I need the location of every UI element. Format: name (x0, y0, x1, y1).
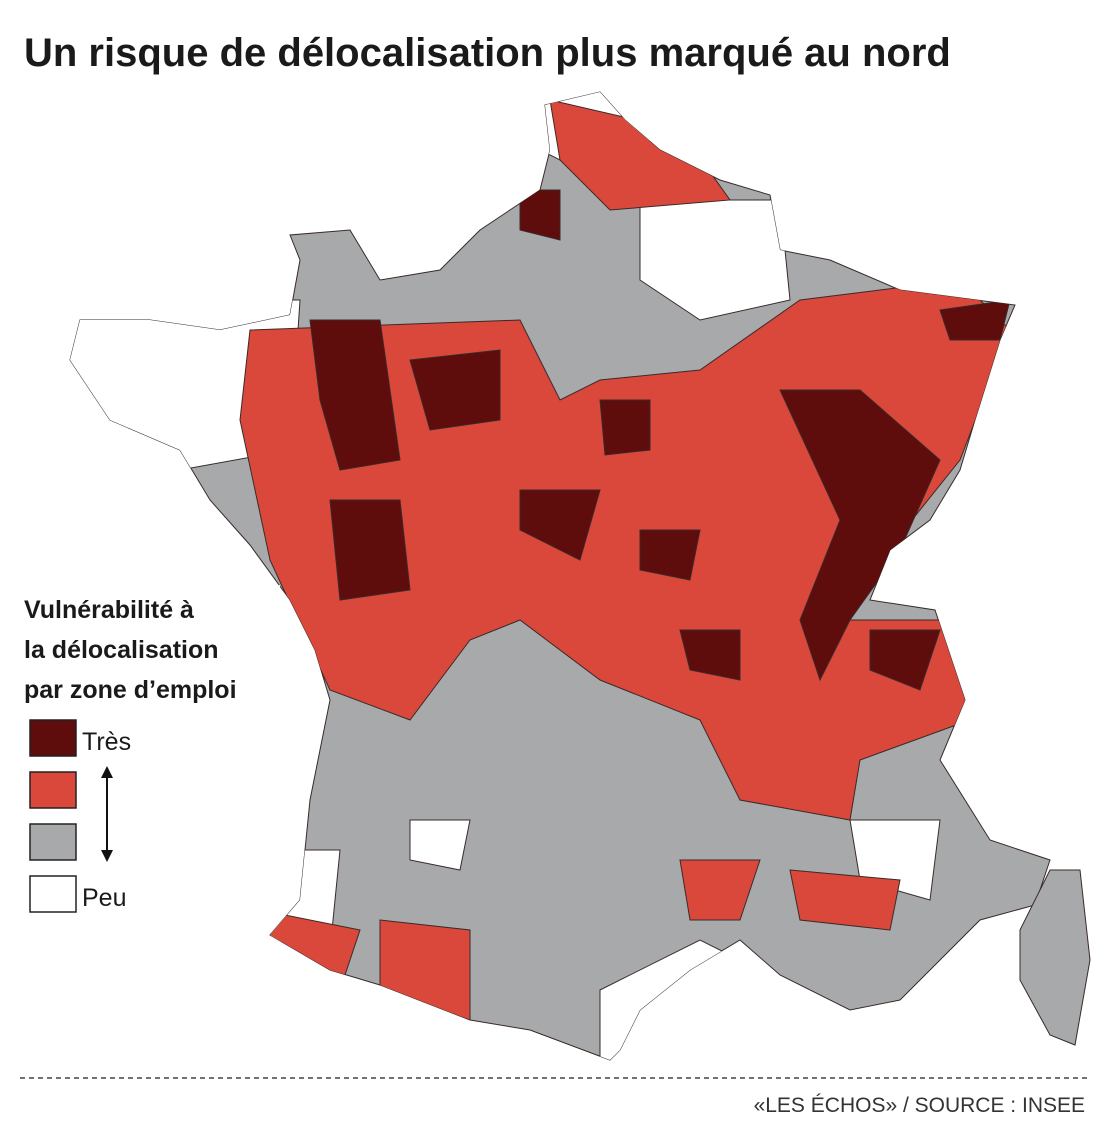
zone (329, 499, 411, 601)
zone (519, 189, 561, 241)
zone (679, 629, 741, 681)
legend-swatch (29, 875, 77, 913)
source: «LES ÉCHOS» / SOURCE : INSEE (754, 1094, 1085, 1117)
legend-title: la délocalisation (24, 636, 219, 664)
zone (409, 819, 471, 871)
zone (309, 319, 401, 471)
zone (599, 399, 651, 456)
zone (789, 869, 901, 931)
legend-title: par zone d’emploi (24, 676, 237, 704)
legend-swatch (29, 823, 77, 861)
legend-swatch (29, 719, 77, 757)
map (69, 91, 1091, 1061)
zone (519, 489, 601, 561)
zone (869, 629, 941, 691)
legend-label: Peu (82, 884, 126, 912)
legend: Vulnérabilité à la délocalisation par zone… (20, 585, 280, 915)
zone (779, 389, 941, 682)
zone (409, 349, 501, 431)
zone (639, 199, 791, 321)
zone (679, 859, 761, 921)
legend-label: Très (82, 728, 131, 756)
zone (939, 299, 1011, 341)
legend-title: Vulnérabilité à (24, 596, 194, 624)
zone (379, 919, 471, 1021)
legend-swatch (29, 771, 77, 809)
corsica (1019, 869, 1091, 1046)
title: Un risque de délocalisation plus marqué … (24, 31, 951, 75)
zone (639, 529, 701, 581)
